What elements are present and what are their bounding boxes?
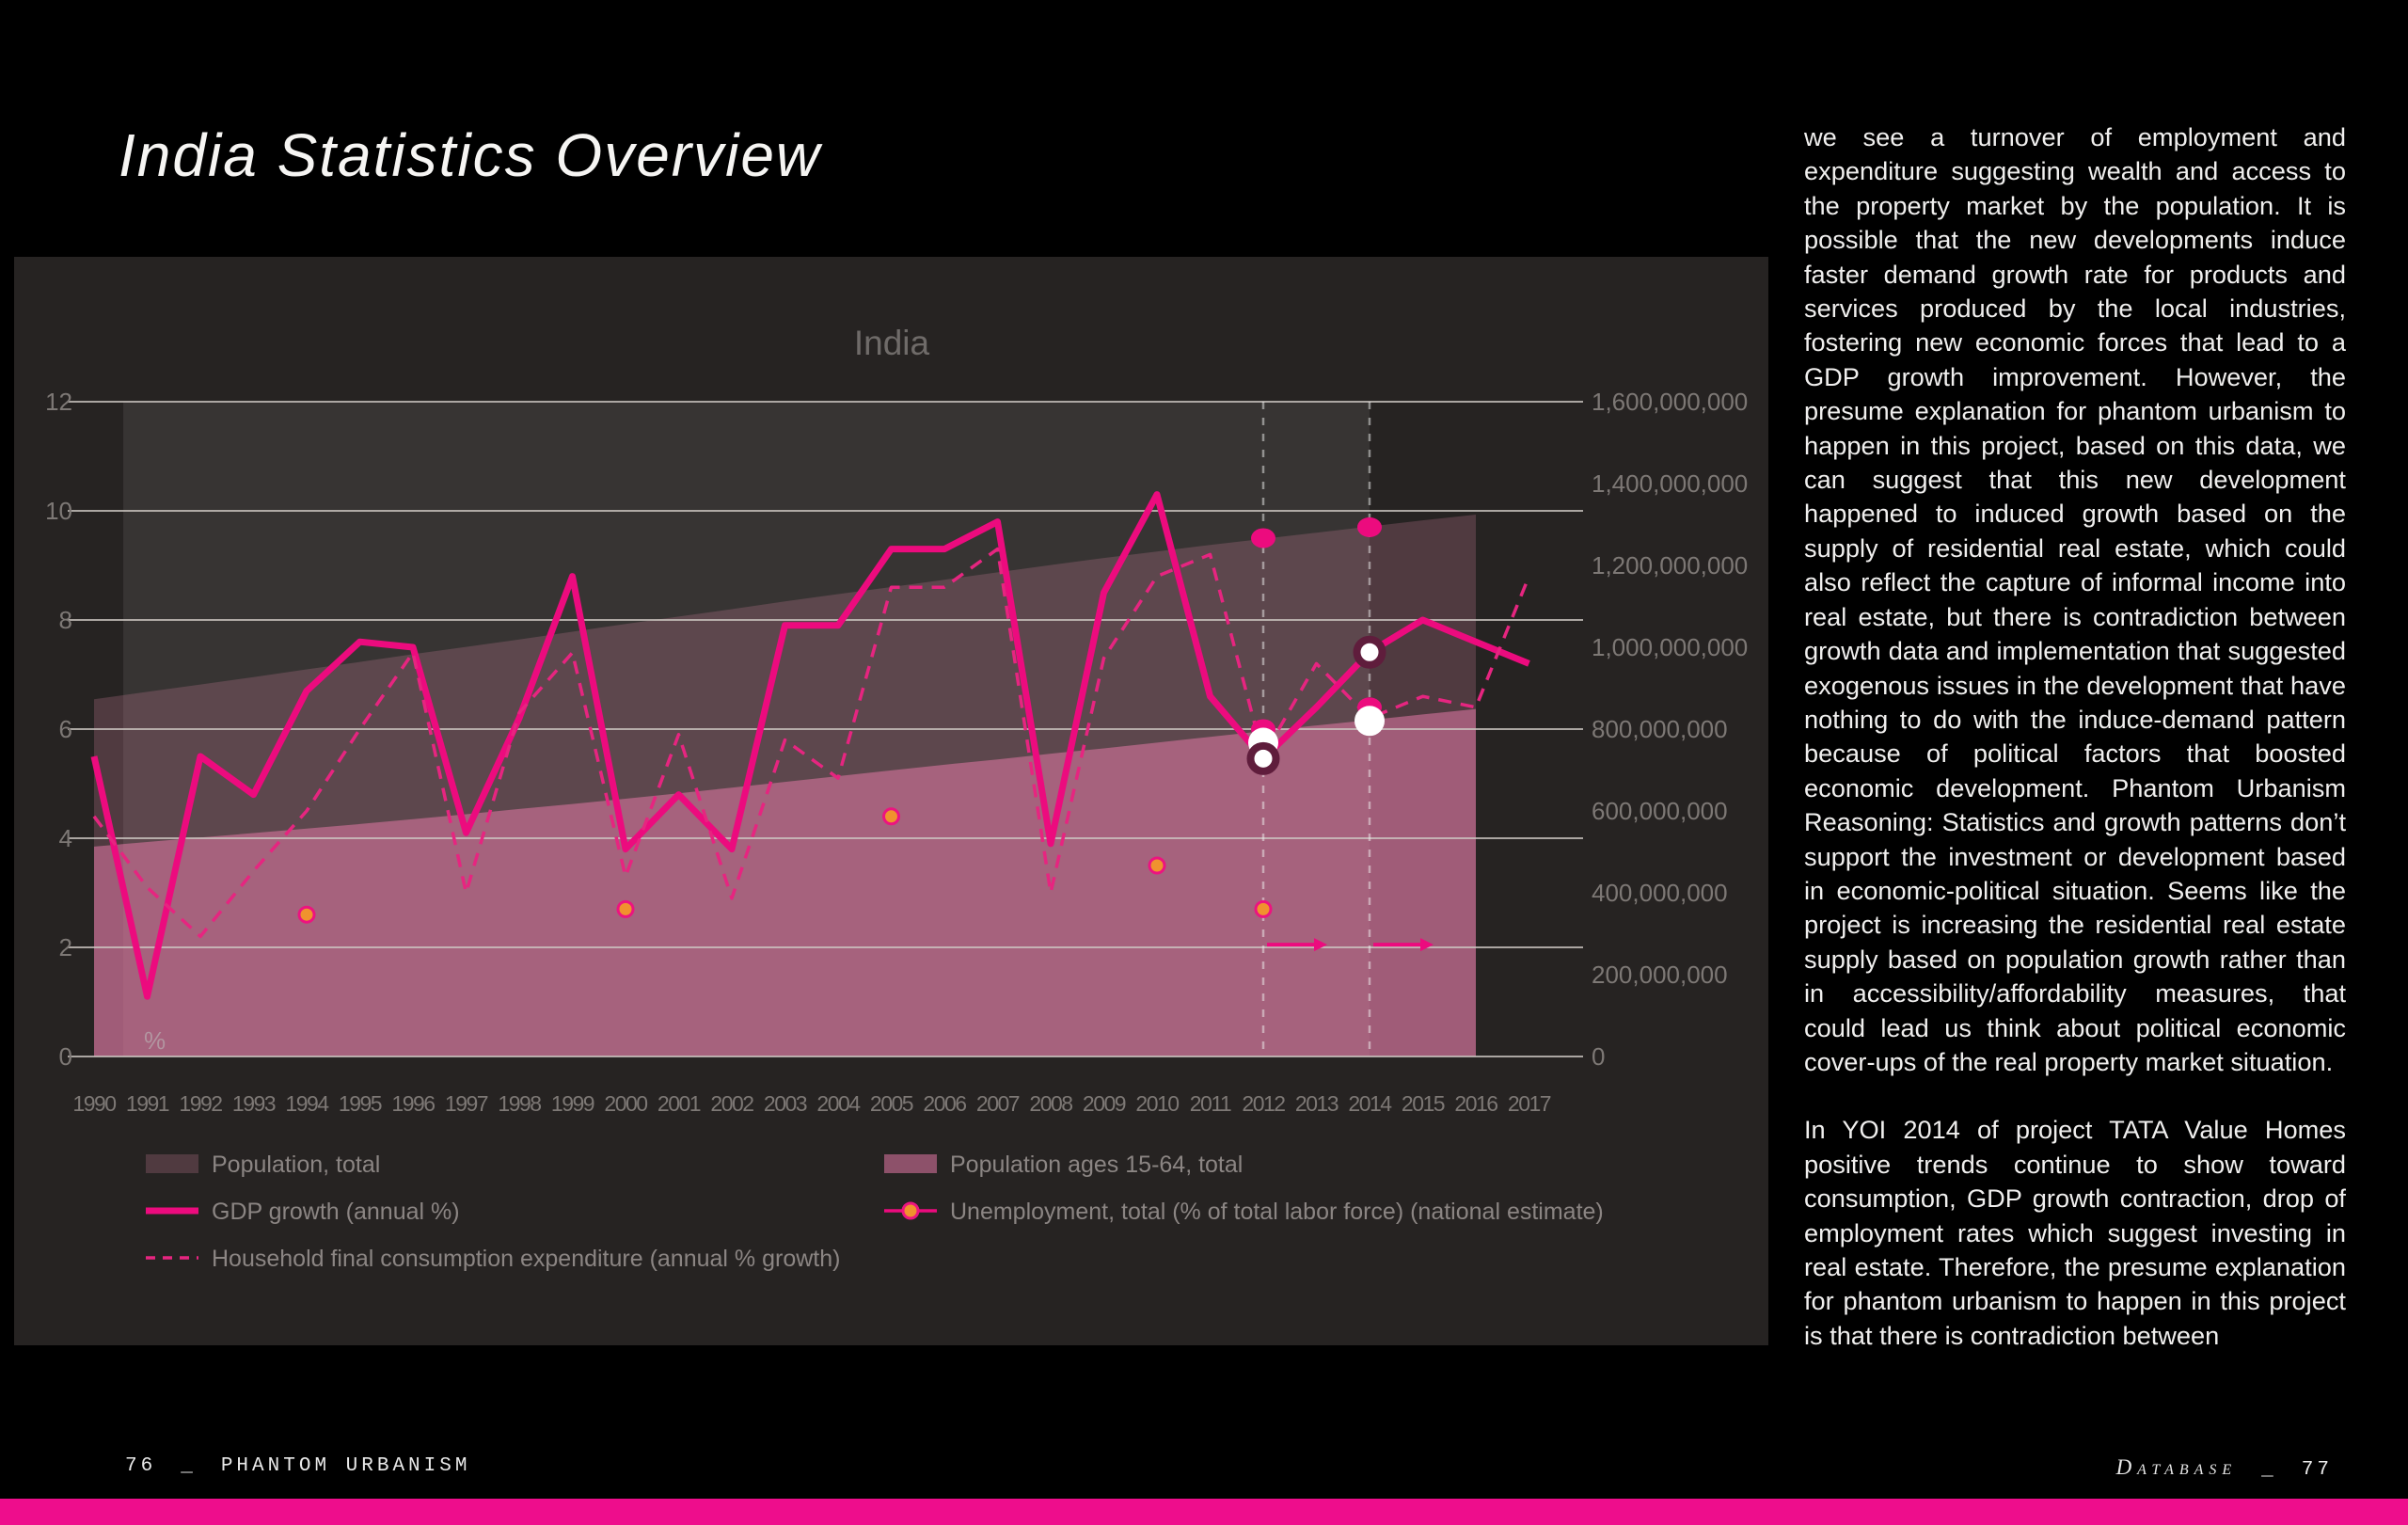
svg-text:2002: 2002 xyxy=(710,1091,753,1116)
svg-text:2011: 2011 xyxy=(1190,1091,1231,1116)
svg-text:1,600,000,000: 1,600,000,000 xyxy=(1592,388,1748,416)
svg-text:2008: 2008 xyxy=(1029,1091,1072,1116)
left-axis-unit: % xyxy=(144,1026,166,1055)
svg-text:2007: 2007 xyxy=(976,1091,1020,1116)
svg-text:Population ages 15-64, total: Population ages 15-64, total xyxy=(950,1152,1243,1178)
svg-text:600,000,000: 600,000,000 xyxy=(1592,797,1728,825)
svg-text:2013: 2013 xyxy=(1295,1091,1339,1116)
svg-text:GDP growth (annual %): GDP growth (annual %) xyxy=(212,1199,460,1225)
footer-separator-left: _ xyxy=(181,1455,197,1477)
book-title: PHANTOM URBANISM xyxy=(220,1455,471,1477)
svg-text:1997: 1997 xyxy=(445,1091,488,1116)
svg-text:2006: 2006 xyxy=(923,1091,966,1116)
article-paragraph-2: In YOI 2014 of project TATA Value Homes … xyxy=(1804,1115,2346,1350)
svg-text:1,400,000,000: 1,400,000,000 xyxy=(1592,469,1748,498)
svg-text:2004: 2004 xyxy=(816,1091,861,1116)
page-number-right: 77 xyxy=(2301,1459,2333,1481)
svg-text:1998: 1998 xyxy=(498,1091,541,1116)
svg-text:2015: 2015 xyxy=(1402,1091,1445,1116)
svg-text:Unemployment, total (% of tota: Unemployment, total (% of total labor fo… xyxy=(950,1199,1604,1225)
svg-text:1992: 1992 xyxy=(179,1091,222,1116)
annotation-markers xyxy=(1246,516,1386,775)
line-series-3 xyxy=(92,547,1531,939)
chart-title: India xyxy=(854,324,930,362)
svg-text:2000: 2000 xyxy=(604,1091,647,1116)
svg-text:0: 0 xyxy=(1592,1042,1605,1071)
svg-text:2001: 2001 xyxy=(657,1091,701,1116)
svg-text:10: 10 xyxy=(45,497,72,525)
svg-text:%: % xyxy=(144,1026,166,1055)
svg-text:1995: 1995 xyxy=(339,1091,382,1116)
svg-text:2017: 2017 xyxy=(1508,1091,1551,1116)
svg-text:400,000,000: 400,000,000 xyxy=(1592,879,1728,907)
svg-text:2: 2 xyxy=(59,933,72,961)
footer-right: Database _ 77 xyxy=(2116,1455,2333,1481)
page-number-left: 76 xyxy=(125,1455,157,1477)
svg-text:200,000,000: 200,000,000 xyxy=(1592,961,1728,989)
svg-text:2005: 2005 xyxy=(870,1091,913,1116)
svg-text:2003: 2003 xyxy=(764,1091,807,1116)
svg-text:1991: 1991 xyxy=(126,1091,169,1116)
right-axis-labels: 0 200,000,000 400,000,000 600,000,000 800,00… xyxy=(1592,388,1748,1071)
svg-text:1996: 1996 xyxy=(391,1091,435,1116)
svg-text:12: 12 xyxy=(45,388,72,416)
line-series-2 xyxy=(90,491,1530,1000)
svg-text:2010: 2010 xyxy=(1135,1091,1179,1116)
section-label: Database xyxy=(2115,1455,2238,1479)
svg-text:6: 6 xyxy=(59,715,72,743)
unemployment-points xyxy=(297,807,1273,924)
svg-text:Household final consumption ex: Household final consumption expenditure … xyxy=(212,1246,840,1272)
article-paragraph-1: we see a turnover of employment and expe… xyxy=(1804,122,2346,1076)
svg-text:Population, total: Population, total xyxy=(212,1152,380,1178)
svg-text:2009: 2009 xyxy=(1083,1091,1126,1116)
annotation-arrows xyxy=(1267,938,1434,952)
svg-text:1999: 1999 xyxy=(551,1091,594,1116)
svg-text:2016: 2016 xyxy=(1454,1091,1497,1116)
svg-text:1994: 1994 xyxy=(285,1091,329,1116)
footer-separator-right: _ xyxy=(2261,1459,2277,1481)
svg-text:2014: 2014 xyxy=(1348,1091,1392,1116)
left-axis-labels: 0 2 4 6 8 10 12 xyxy=(45,388,72,1071)
svg-text:4: 4 xyxy=(59,824,72,852)
x-axis-labels: 1990 1991 1992 1993 1994 1995 1996 1997 1998 1999… xyxy=(72,1091,1552,1116)
svg-text:1,200,000,000: 1,200,000,000 xyxy=(1592,551,1748,580)
chart-title: India xyxy=(854,324,930,362)
india-statistics-chart: India 0 2 4 6 8 10 12 0 200,000,000 400,000,000 600… xyxy=(45,324,1748,1272)
chart-panel: India 0 2 4 6 8 10 12 0 200,000,000 400,000,000 600… xyxy=(14,257,1768,1345)
svg-text:0: 0 xyxy=(59,1042,72,1071)
footer-left: 76 _ PHANTOM URBANISM xyxy=(125,1455,470,1477)
svg-text:8: 8 xyxy=(59,606,72,634)
svg-text:1,000,000,000: 1,000,000,000 xyxy=(1592,633,1748,661)
area-series-1 xyxy=(94,708,1476,1056)
gridlines xyxy=(68,401,1583,1057)
svg-text:800,000,000: 800,000,000 xyxy=(1592,715,1728,743)
svg-text:2012: 2012 xyxy=(1242,1091,1285,1116)
svg-text:1990: 1990 xyxy=(72,1091,116,1116)
article-text-column: we see a turnover of employment and expe… xyxy=(1804,120,2346,1387)
chart-legend: Population, total Population ages 15-64, … xyxy=(146,1152,1604,1272)
bottom-accent-bar xyxy=(0,1499,2408,1525)
page-title: India Statistics Overview xyxy=(119,121,822,189)
svg-text:1993: 1993 xyxy=(232,1091,276,1116)
